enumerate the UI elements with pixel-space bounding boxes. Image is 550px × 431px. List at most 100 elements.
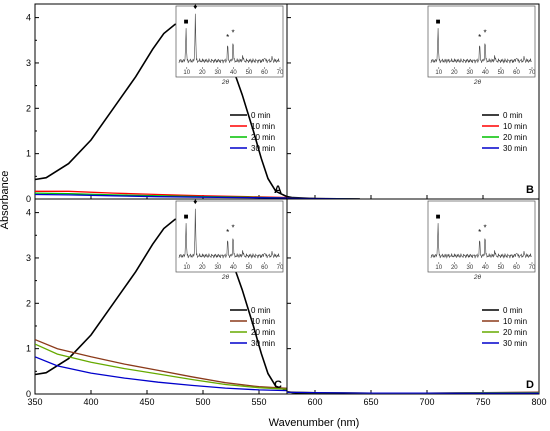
x-tick-label: 550	[251, 397, 266, 407]
y-tick-label: 2	[26, 103, 31, 113]
inset-tick-label: 70	[529, 265, 536, 271]
x-axis-title: Wavenumber (nm)	[269, 417, 360, 429]
inset-peak-marker: *	[484, 29, 487, 38]
legend-label: 0 min	[503, 306, 523, 315]
inset-x-label: 2θ	[221, 79, 230, 86]
panel-letter: C	[274, 379, 282, 391]
panel-b: 0 min 10 min 20 min 30 min B 10 20 30 40 50 60 70 2θ…	[286, 3, 540, 200]
y-tick-label: 1	[26, 344, 31, 354]
series-line-10-min	[35, 338, 287, 389]
inset-peak-marker: ♦	[193, 2, 197, 11]
inset-frame	[427, 5, 536, 78]
legend-label: 10 min	[503, 317, 527, 326]
y-tick-label: 2	[26, 298, 31, 308]
legend-label: 0 min	[251, 111, 271, 120]
x-tick-label: 450	[139, 397, 154, 407]
legend-label: 10 min	[503, 122, 527, 131]
y-tick-label: 4	[26, 13, 31, 23]
inset-tick-label: 30	[215, 265, 222, 271]
inset-tick-label: 60	[261, 70, 268, 76]
legend-label: 20 min	[251, 328, 275, 337]
legend-label: 20 min	[503, 133, 527, 142]
series-line-30-min	[287, 391, 539, 394]
x-tick-label: 350	[27, 397, 42, 407]
inset-peak-marker: ■	[184, 17, 189, 26]
inset-tick-label: 40	[230, 265, 237, 271]
x-tick-label: 500	[195, 397, 210, 407]
y-tick-label: 3	[26, 253, 31, 263]
y-tick-label: 0	[26, 389, 31, 399]
inset-tick-label: 70	[277, 265, 284, 271]
series-line-20-min	[35, 343, 287, 390]
inset-peak-marker: *	[484, 224, 487, 233]
inset-xrd: 10 20 30 40 50 60 70 2θ ■ ♦ * *	[175, 197, 284, 281]
inset-tick-label: 40	[482, 265, 489, 271]
inset-peak-marker: ♦	[193, 197, 197, 206]
y-tick-label: 1	[26, 149, 31, 159]
inset-tick-label: 60	[513, 265, 520, 271]
inset-pattern	[178, 13, 280, 64]
inset-tick-label: 40	[230, 70, 237, 76]
panel-letter: A	[274, 184, 282, 196]
inset-peak-marker: *	[226, 33, 229, 42]
inset-x-label: 2θ	[473, 79, 482, 86]
inset-tick-label: 40	[482, 70, 489, 76]
legend-label: 0 min	[251, 306, 271, 315]
x-tick-label: 600	[307, 397, 322, 407]
inset-tick-label: 20	[199, 70, 206, 76]
inset-pattern	[430, 223, 532, 259]
inset-tick-label: 50	[498, 265, 505, 271]
inset-peak-marker: *	[226, 228, 229, 237]
y-tick-label: 3	[26, 58, 31, 68]
legend-label: 0 min	[503, 111, 523, 120]
inset-tick-label: 30	[467, 265, 474, 271]
legend-label: 30 min	[251, 144, 275, 153]
inset-tick-label: 20	[451, 70, 458, 76]
legend-label: 20 min	[251, 133, 275, 142]
panel-letter: B	[526, 184, 534, 196]
inset-tick-label: 50	[498, 70, 505, 76]
inset-tick-label: 20	[199, 265, 206, 271]
inset-xrd: 10 20 30 40 50 60 70 2θ ■ * *	[427, 200, 536, 281]
inset-peak-marker: *	[232, 29, 235, 38]
inset-tick-label: 10	[435, 265, 442, 271]
panel-d: 600 650 700 750 800 0 min 10 min 20 min 30 min D 1…	[286, 198, 547, 407]
inset-tick-label: 30	[467, 70, 474, 76]
inset-xrd: 10 20 30 40 50 60 70 2θ ■ ♦ * *	[175, 2, 284, 86]
series-line-30-min	[35, 193, 287, 199]
inset-pattern	[430, 28, 532, 64]
inset-tick-label: 10	[183, 70, 190, 76]
panel-a: 0 1 2 3 4 0 min 10 min 20 min 30 min A 10 20 30 40 50 6…	[26, 2, 288, 204]
inset-x-label: 2θ	[473, 274, 482, 281]
inset-tick-label: 10	[435, 70, 442, 76]
inset-peak-marker: ■	[184, 212, 189, 221]
x-tick-label: 700	[419, 397, 434, 407]
inset-tick-label: 70	[277, 70, 284, 76]
x-tick-label: 800	[531, 397, 546, 407]
x-tick-label: 400	[83, 397, 98, 407]
inset-tick-label: 50	[246, 70, 253, 76]
x-tick-label: 750	[475, 397, 490, 407]
panel-letter: D	[526, 379, 534, 391]
inset-tick-label: 50	[246, 265, 253, 271]
y-axis-title: Absorbance	[0, 171, 11, 230]
legend-label: 30 min	[251, 339, 275, 348]
inset-tick-label: 60	[261, 265, 268, 271]
inset-tick-label: 10	[183, 265, 190, 271]
series-line-30-min	[35, 356, 287, 392]
inset-peak-marker: *	[478, 228, 481, 237]
inset-tick-label: 30	[215, 70, 222, 76]
inset-pattern	[178, 208, 280, 259]
y-tick-label: 4	[26, 208, 31, 218]
inset-tick-label: 20	[451, 265, 458, 271]
legend-label: 10 min	[251, 122, 275, 131]
inset-xrd: 10 20 30 40 50 60 70 2θ ■ * *	[427, 5, 536, 86]
series-line-10-min	[35, 190, 287, 199]
inset-peak-marker: *	[232, 224, 235, 233]
inset-tick-label: 60	[513, 70, 520, 76]
panel-c: 0 1 2 3 4 350 400 450 500 550 0 min 10 min 20 min 30 …	[26, 197, 288, 407]
inset-peak-marker: ■	[436, 17, 441, 26]
legend-label: 10 min	[251, 317, 275, 326]
